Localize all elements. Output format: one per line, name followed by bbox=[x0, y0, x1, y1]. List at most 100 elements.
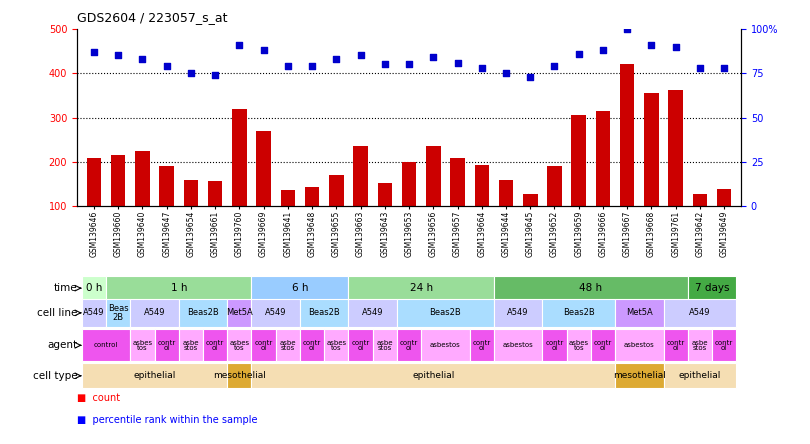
Text: 48 h: 48 h bbox=[579, 283, 603, 293]
Bar bbox=[543, 329, 567, 361]
Bar bbox=[523, 194, 538, 251]
Text: epithelial: epithelial bbox=[134, 371, 176, 381]
Text: ■  count: ■ count bbox=[77, 393, 120, 403]
Bar bbox=[426, 146, 441, 251]
Text: mesothelial: mesothelial bbox=[213, 371, 266, 381]
Bar bbox=[203, 329, 228, 361]
Bar bbox=[450, 158, 465, 251]
Text: asbes
tos: asbes tos bbox=[132, 340, 152, 351]
Text: contr
ol: contr ol bbox=[206, 340, 224, 351]
Bar bbox=[348, 276, 494, 301]
Bar bbox=[275, 329, 300, 361]
Text: contr
ol: contr ol bbox=[715, 340, 733, 351]
Text: ■  percentile rank within the sample: ■ percentile rank within the sample bbox=[77, 415, 258, 425]
Bar bbox=[130, 299, 179, 327]
Bar bbox=[470, 329, 494, 361]
Point bbox=[87, 48, 100, 56]
Bar bbox=[595, 111, 610, 251]
Text: asbe
stos: asbe stos bbox=[182, 340, 199, 351]
Text: A549: A549 bbox=[265, 309, 287, 317]
Text: contr
ol: contr ol bbox=[254, 340, 273, 351]
Point bbox=[669, 43, 682, 50]
Bar bbox=[251, 364, 615, 388]
Text: cell line: cell line bbox=[36, 308, 77, 318]
Bar bbox=[106, 276, 251, 301]
Text: 1 h: 1 h bbox=[171, 283, 187, 293]
Bar bbox=[208, 181, 223, 251]
Point bbox=[475, 64, 488, 71]
Point bbox=[233, 41, 246, 48]
Bar bbox=[280, 190, 295, 251]
Bar bbox=[663, 364, 736, 388]
Text: GDS2604 / 223057_s_at: GDS2604 / 223057_s_at bbox=[77, 11, 228, 24]
Text: asbes
tos: asbes tos bbox=[569, 340, 589, 351]
Bar bbox=[300, 299, 348, 327]
Point bbox=[548, 63, 561, 70]
Text: asbe
stos: asbe stos bbox=[279, 340, 296, 351]
Bar bbox=[130, 329, 155, 361]
Bar bbox=[353, 146, 368, 251]
Text: contr
ol: contr ol bbox=[303, 340, 322, 351]
Text: agent: agent bbox=[47, 340, 77, 350]
Bar bbox=[184, 180, 198, 251]
Point bbox=[403, 61, 416, 68]
Point bbox=[451, 59, 464, 66]
Bar bbox=[397, 329, 421, 361]
Text: A549: A549 bbox=[507, 309, 529, 317]
Bar bbox=[111, 155, 126, 251]
Text: A549: A549 bbox=[83, 309, 104, 317]
Point bbox=[160, 63, 173, 70]
Bar bbox=[87, 158, 101, 251]
Text: Met5A: Met5A bbox=[626, 309, 653, 317]
Text: asbestos: asbestos bbox=[503, 342, 534, 348]
Bar bbox=[232, 109, 246, 251]
Bar bbox=[179, 299, 228, 327]
Bar bbox=[712, 329, 736, 361]
Bar bbox=[106, 299, 130, 327]
Text: A549: A549 bbox=[143, 309, 165, 317]
Point bbox=[112, 52, 125, 59]
Bar bbox=[668, 90, 683, 251]
Bar bbox=[251, 276, 348, 301]
Text: asbe
stos: asbe stos bbox=[692, 340, 708, 351]
Bar bbox=[256, 131, 271, 251]
Point bbox=[209, 71, 222, 79]
Bar bbox=[663, 299, 736, 327]
Bar bbox=[402, 162, 416, 251]
Bar bbox=[179, 329, 203, 361]
Point bbox=[354, 52, 367, 59]
Text: Beas2B: Beas2B bbox=[563, 309, 595, 317]
Text: contr
ol: contr ol bbox=[473, 340, 491, 351]
Bar bbox=[82, 276, 106, 301]
Text: asbestos: asbestos bbox=[624, 342, 654, 348]
Point bbox=[693, 64, 706, 71]
Bar bbox=[688, 329, 712, 361]
Bar bbox=[475, 165, 489, 251]
Text: Met5A: Met5A bbox=[226, 309, 253, 317]
Bar bbox=[693, 194, 707, 251]
Text: 6 h: 6 h bbox=[292, 283, 309, 293]
Text: Beas
2B: Beas 2B bbox=[108, 304, 129, 321]
Point bbox=[136, 56, 149, 63]
Bar bbox=[644, 93, 659, 251]
Text: epithelial: epithelial bbox=[679, 371, 721, 381]
Bar bbox=[377, 183, 392, 251]
Text: 24 h: 24 h bbox=[410, 283, 433, 293]
Bar bbox=[494, 299, 543, 327]
Text: 0 h: 0 h bbox=[86, 283, 102, 293]
Bar bbox=[494, 329, 543, 361]
Bar bbox=[324, 329, 348, 361]
Bar bbox=[348, 329, 373, 361]
Text: epithelial: epithelial bbox=[412, 371, 454, 381]
Text: Beas2B: Beas2B bbox=[429, 309, 461, 317]
Bar bbox=[348, 299, 397, 327]
Point bbox=[572, 50, 585, 57]
Bar bbox=[615, 299, 663, 327]
Bar bbox=[373, 329, 397, 361]
Text: contr
ol: contr ol bbox=[400, 340, 418, 351]
Text: asbestos: asbestos bbox=[430, 342, 461, 348]
Bar bbox=[135, 151, 150, 251]
Bar bbox=[82, 299, 106, 327]
Point bbox=[330, 56, 343, 63]
Bar bbox=[572, 115, 586, 251]
